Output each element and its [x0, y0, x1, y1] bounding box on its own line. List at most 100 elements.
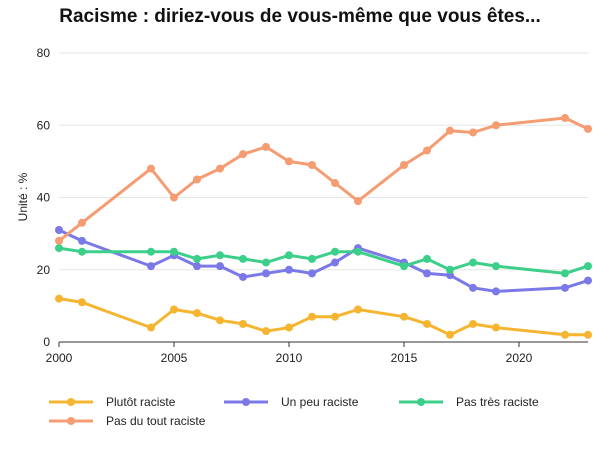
data-point[interactable]: [262, 269, 270, 278]
series-3: [55, 114, 592, 245]
legend-item[interactable]: Plutôt raciste: [49, 395, 176, 409]
data-point[interactable]: [354, 247, 362, 256]
data-point[interactable]: [239, 319, 247, 328]
data-point[interactable]: [78, 247, 86, 256]
data-point[interactable]: [216, 316, 224, 325]
legend-marker: [67, 417, 75, 425]
data-point[interactable]: [446, 265, 454, 274]
grid: [59, 52, 588, 271]
legend-item[interactable]: Un peu raciste: [224, 395, 359, 409]
data-point[interactable]: [308, 254, 316, 263]
data-point[interactable]: [308, 269, 316, 278]
data-point[interactable]: [423, 146, 431, 155]
chart-title: Racisme : diriez-vous de vous-même que v…: [59, 6, 541, 27]
data-point[interactable]: [423, 319, 431, 328]
data-point[interactable]: [308, 160, 316, 169]
data-point[interactable]: [584, 330, 592, 339]
data-point[interactable]: [331, 179, 339, 188]
data-point[interactable]: [469, 283, 477, 292]
data-point[interactable]: [331, 258, 339, 267]
legend-item[interactable]: Pas très raciste: [399, 395, 539, 409]
data-point[interactable]: [239, 272, 247, 281]
data-point[interactable]: [285, 265, 293, 274]
x-tick-label: 2010: [276, 351, 303, 365]
data-point[interactable]: [216, 164, 224, 173]
data-point[interactable]: [262, 327, 270, 336]
data-point[interactable]: [147, 164, 155, 173]
data-point[interactable]: [400, 262, 408, 271]
data-point[interactable]: [469, 258, 477, 267]
data-point[interactable]: [147, 247, 155, 256]
data-point[interactable]: [239, 254, 247, 263]
data-point[interactable]: [78, 298, 86, 307]
data-point[interactable]: [193, 309, 201, 318]
data-point[interactable]: [561, 330, 569, 339]
data-point[interactable]: [492, 121, 500, 130]
data-point[interactable]: [55, 226, 63, 235]
data-point[interactable]: [55, 236, 63, 245]
data-point[interactable]: [239, 150, 247, 159]
legend-item[interactable]: Pas du tout raciste: [49, 414, 206, 428]
data-point[interactable]: [331, 312, 339, 321]
data-point[interactable]: [55, 294, 63, 303]
data-point[interactable]: [147, 262, 155, 271]
data-point[interactable]: [193, 262, 201, 271]
data-point[interactable]: [584, 124, 592, 133]
data-point[interactable]: [400, 312, 408, 321]
data-point[interactable]: [262, 142, 270, 151]
data-point[interactable]: [584, 276, 592, 285]
series: [55, 114, 592, 339]
data-point[interactable]: [216, 251, 224, 260]
data-point[interactable]: [469, 319, 477, 328]
data-point[interactable]: [193, 254, 201, 263]
data-point[interactable]: [170, 305, 178, 314]
data-point[interactable]: [55, 244, 63, 253]
y-tick-label: 40: [37, 191, 51, 205]
data-point[interactable]: [446, 126, 454, 135]
data-point[interactable]: [147, 323, 155, 332]
data-point[interactable]: [193, 175, 201, 184]
y-tick-label: 20: [37, 263, 51, 277]
data-point[interactable]: [308, 312, 316, 321]
legend-label: Pas très raciste: [456, 395, 539, 409]
data-point[interactable]: [561, 269, 569, 278]
x-tick-label: 2000: [46, 351, 73, 365]
data-point[interactable]: [354, 197, 362, 206]
data-point[interactable]: [446, 330, 454, 339]
legend: Plutôt raciste Un peu raciste Pas très rac…: [49, 395, 539, 428]
data-point[interactable]: [400, 160, 408, 169]
data-point[interactable]: [170, 247, 178, 256]
data-point[interactable]: [285, 251, 293, 260]
series-line: [57, 116, 590, 243]
data-point[interactable]: [584, 262, 592, 271]
series-line: [57, 297, 590, 337]
legend-marker: [242, 398, 250, 406]
legend-marker: [417, 398, 425, 406]
data-point[interactable]: [492, 262, 500, 271]
data-point[interactable]: [469, 128, 477, 137]
series-1: [55, 226, 592, 296]
data-point[interactable]: [492, 287, 500, 296]
data-point[interactable]: [216, 262, 224, 271]
data-point[interactable]: [423, 269, 431, 278]
data-point[interactable]: [423, 254, 431, 263]
data-point[interactable]: [561, 283, 569, 292]
axes: 0 20 40 60 80 2000 2005 2010 2015 2020: [37, 46, 588, 365]
legend-label: Un peu raciste: [281, 395, 359, 409]
data-point[interactable]: [170, 193, 178, 202]
y-tick-label: 80: [37, 46, 51, 60]
data-point[interactable]: [331, 247, 339, 256]
x-tick-label: 2015: [391, 351, 418, 365]
x-tick-label: 2020: [506, 351, 533, 365]
data-point[interactable]: [285, 323, 293, 332]
data-point[interactable]: [78, 218, 86, 227]
data-point[interactable]: [561, 114, 569, 123]
data-point[interactable]: [492, 323, 500, 332]
data-point[interactable]: [262, 258, 270, 267]
data-point[interactable]: [354, 305, 362, 314]
data-point[interactable]: [285, 157, 293, 166]
y-axis-title: Unité : %: [16, 172, 30, 221]
legend-label: Pas du tout raciste: [106, 414, 206, 428]
data-point[interactable]: [78, 236, 86, 245]
